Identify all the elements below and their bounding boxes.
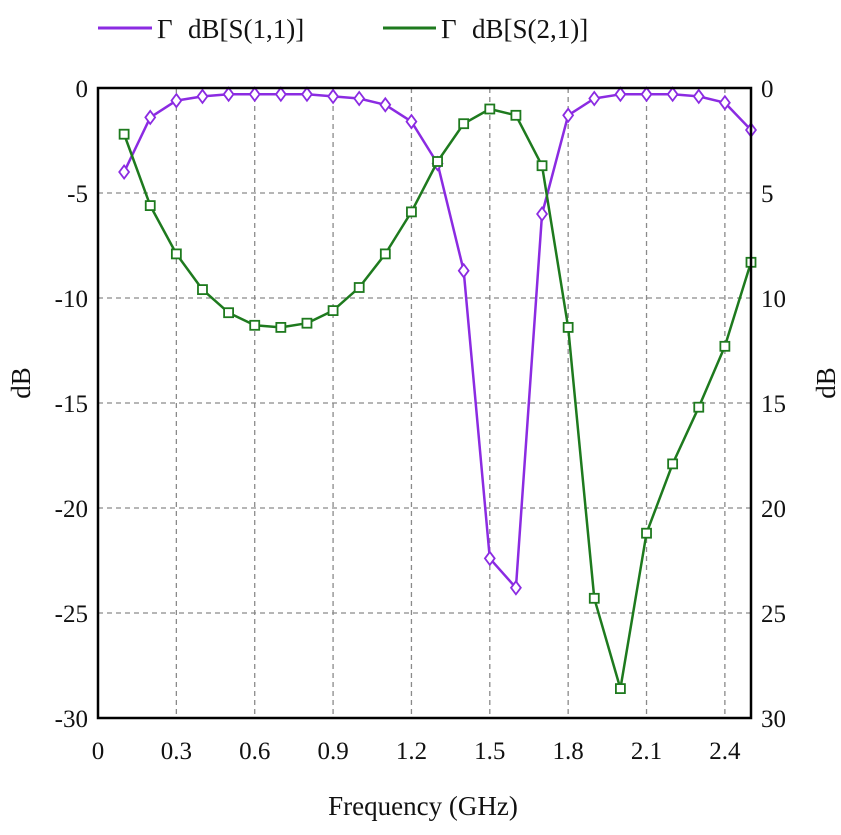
y-tick-label-left: -25 — [55, 601, 88, 628]
x-tick-label: 0.9 — [317, 738, 348, 765]
legend-item-s11: Γ dB[S(1,1)] — [98, 14, 304, 44]
point-marker-s21 — [641, 527, 652, 539]
point-marker-s11 — [144, 109, 157, 126]
point-marker-s11 — [118, 163, 131, 181]
point-marker-s11 — [509, 579, 522, 596]
x-axis-title: Frequency (GHz) — [328, 791, 518, 821]
y-tick-label-right: 0 — [761, 76, 774, 103]
y-tick-label-left: -30 — [55, 706, 88, 733]
y-tick-label-right: 10 — [761, 286, 786, 313]
y-axis-title-right: dB — [811, 367, 841, 399]
legend-label-s21: dB[S(2,1)] — [472, 14, 588, 44]
point-marker-s11 — [536, 206, 549, 222]
point-marker-s11 — [457, 262, 470, 279]
point-marker-s21 — [510, 109, 522, 121]
point-marker-s11 — [666, 86, 679, 103]
point-marker-s21 — [379, 248, 391, 260]
legend-symbol-s21: Γ — [441, 14, 457, 44]
point-marker-s21 — [170, 248, 182, 260]
x-tick-label: 0.3 — [161, 738, 192, 765]
y-tick-label-left: -10 — [55, 286, 88, 313]
y-axis-title-left: dB — [6, 367, 36, 399]
point-marker-s21 — [118, 128, 130, 140]
point-marker-s21 — [406, 206, 417, 218]
y-tick-label-left: -20 — [55, 496, 88, 523]
x-tick-label: 2.4 — [709, 738, 741, 765]
tick-layer: 0 0.3 0.6 0.9 1.2 1.5 1.8 2.1 2.4 0 0 -5 5 -10 10 -15 15… — [55, 76, 786, 765]
point-marker-s11 — [718, 94, 731, 111]
point-marker-s11 — [170, 92, 183, 109]
point-marker-s21 — [197, 284, 208, 296]
legend-label-s11: dB[S(1,1)] — [188, 14, 304, 44]
point-marker-s11 — [353, 90, 366, 107]
point-marker-s11 — [405, 113, 418, 130]
point-marker-s21 — [144, 200, 156, 212]
series-layer — [118, 86, 757, 694]
point-marker-s21 — [667, 458, 679, 470]
legend-symbol-s11: Γ — [157, 14, 173, 44]
point-marker-s21 — [458, 118, 470, 130]
point-marker-s11 — [692, 88, 705, 105]
point-marker-s11 — [196, 88, 209, 105]
point-marker-s21 — [275, 321, 287, 333]
point-marker-s21 — [301, 317, 313, 329]
point-marker-s11 — [327, 88, 340, 105]
point-marker-s11 — [588, 90, 601, 107]
point-marker-s11 — [614, 86, 627, 103]
point-marker-s21 — [353, 282, 365, 293]
x-tick-label: 2.1 — [631, 738, 662, 765]
point-marker-s21 — [249, 319, 261, 331]
point-marker-s11 — [483, 550, 496, 567]
y-tick-label-right: 5 — [761, 181, 774, 208]
legend-item-s21: Γ dB[S(2,1)] — [383, 14, 588, 44]
y-tick-label-left: -5 — [67, 181, 88, 208]
point-marker-s11 — [640, 86, 653, 103]
point-marker-s11 — [300, 86, 313, 103]
y-tick-label-right: 25 — [761, 601, 786, 628]
point-marker-s21 — [562, 321, 574, 333]
point-marker-s11 — [222, 86, 235, 103]
x-tick-label: 0.6 — [239, 738, 270, 765]
point-marker-s11 — [562, 107, 575, 124]
point-marker-s21 — [223, 307, 235, 319]
point-marker-s21 — [615, 683, 626, 694]
point-marker-s21 — [536, 160, 548, 172]
point-marker-s21 — [719, 340, 731, 352]
y-tick-label-left: 0 — [76, 76, 89, 103]
plot-frame — [96, 86, 753, 720]
x-tick-label: 0 — [92, 738, 105, 765]
x-tick-label: 1.8 — [553, 738, 584, 765]
y-tick-label-left: -15 — [55, 391, 88, 418]
point-marker-s11 — [379, 96, 392, 113]
legend: Γ dB[S(1,1)] Γ dB[S(2,1)] — [98, 14, 588, 44]
y-tick-label-right: 20 — [761, 496, 786, 523]
point-marker-s21 — [432, 156, 443, 167]
point-marker-s21 — [588, 592, 600, 604]
point-marker-s11 — [248, 86, 261, 103]
grid-layer — [98, 88, 751, 718]
y-tick-label-right: 15 — [761, 391, 786, 418]
series-line-s21 — [122, 107, 753, 690]
point-marker-s21 — [327, 305, 339, 317]
x-tick-label: 1.5 — [474, 738, 505, 765]
point-marker-s11 — [274, 86, 287, 103]
y-tick-label-right: 30 — [761, 706, 786, 733]
point-marker-s21 — [484, 103, 496, 115]
x-tick-label: 1.2 — [396, 738, 427, 765]
point-marker-s21 — [693, 401, 705, 413]
